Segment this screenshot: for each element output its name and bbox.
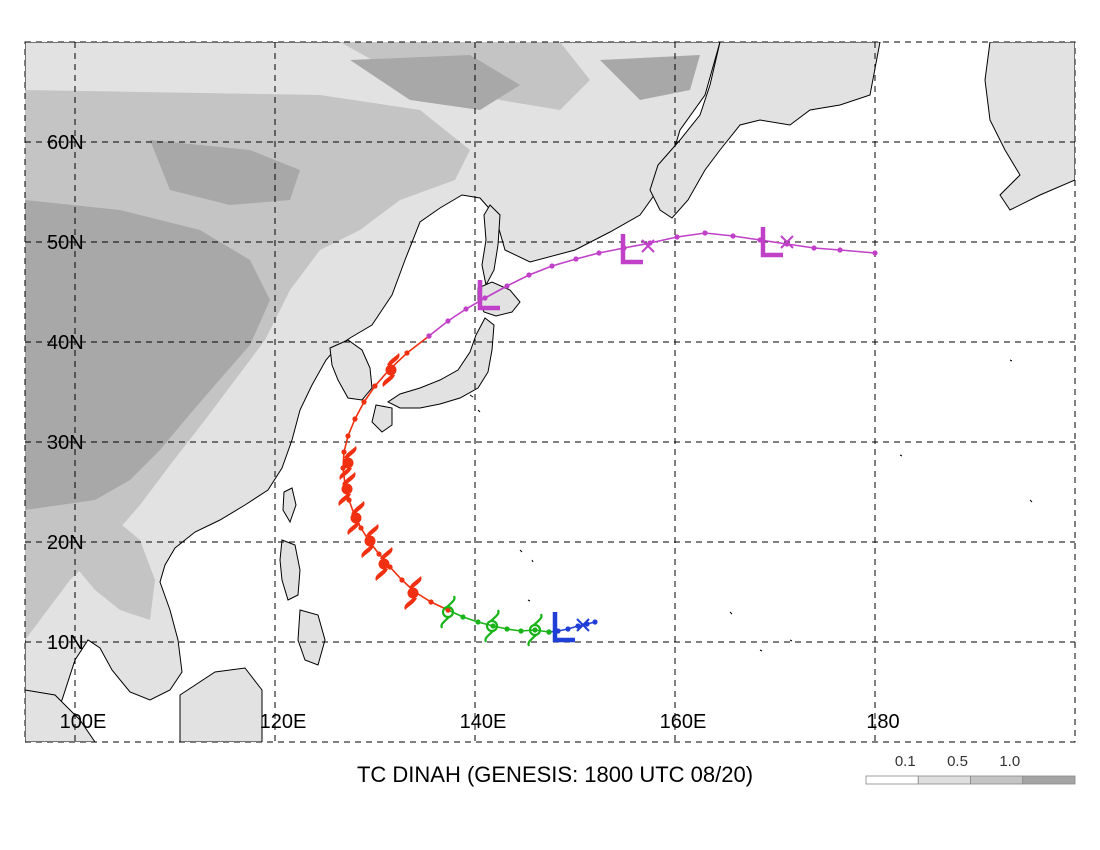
legend-label-1: 0.5 (947, 753, 968, 770)
landmass-indochina-shade (60, 515, 155, 620)
dissipation-x-icon (641, 239, 655, 253)
landmass-philippines (279, 539, 326, 666)
dissipation-x-icon (780, 235, 794, 249)
track-point-extratropical-11 (674, 234, 680, 240)
track-point-extratropical-12 (702, 230, 708, 236)
track-point-typhoon-1 (428, 599, 434, 605)
track-point-depression-0 (592, 619, 598, 625)
track-point-storm-3 (504, 626, 510, 632)
landmass-honshu (387, 317, 495, 409)
track-point-extratropical-1 (445, 318, 451, 324)
low-symbol-icon (477, 280, 500, 311)
legend-swatch-3 (1022, 775, 1076, 785)
track-point-storm-6 (460, 614, 466, 620)
track-point-depression-3 (565, 626, 571, 632)
track-point-typhoon-9 (346, 497, 352, 503)
typhoon-symbol-icon (375, 547, 393, 581)
lon-label-2: 140E (460, 711, 507, 733)
latitude-labels: 60N 50N 40N 30N 20N 10N (47, 132, 84, 654)
lat-label-0: 60N (47, 132, 84, 154)
tropical-storm-icon (484, 609, 500, 643)
track-point-extratropical-2 (463, 306, 469, 312)
track-point-extratropical-18 (872, 250, 878, 256)
lat-label-3: 30N (47, 432, 84, 454)
landmass-kyushu (371, 404, 393, 433)
storm-symbols (338, 227, 794, 647)
track-point-extratropical-0 (426, 333, 432, 339)
track-point-typhoon-0 (445, 607, 451, 613)
track-point-typhoon-15 (361, 399, 367, 405)
track-point-storm-2 (518, 628, 524, 634)
track-point-typhoon-12 (341, 449, 347, 455)
lat-label-2: 40N (47, 332, 84, 354)
typhoon-symbol-icon (347, 501, 365, 535)
track-point-typhoon-5 (376, 551, 382, 557)
track-point-extratropical-7 (573, 256, 579, 262)
dissipation-x-icon (576, 618, 590, 632)
landmass-taiwan (282, 487, 297, 524)
pacific-islands (469, 359, 1033, 652)
track-point-typhoon-16 (372, 383, 378, 389)
typhoon-symbol-icon (382, 353, 400, 387)
typhoon-symbol-icon (338, 472, 356, 506)
track-point-extratropical-16 (811, 245, 817, 251)
landmass-shade-dark-3 (350, 55, 520, 110)
legend-label-2: 1.0 (999, 753, 1020, 770)
track-point-typhoon-7 (358, 525, 364, 531)
track-point-extratropical-3 (482, 295, 488, 301)
low-symbol-icon (760, 227, 783, 258)
map-title: TC DINAH (GENESIS: 1800 UTC 08/20) (357, 762, 753, 787)
low-symbol-icon (552, 612, 575, 643)
map-border (24, 41, 1076, 743)
typhoon-symbol-icon (339, 446, 357, 480)
track-point-extratropical-5 (526, 272, 532, 278)
track-point-typhoon-14 (352, 416, 358, 422)
longitude-labels: 100E 120E 140E 160E 180 (60, 711, 900, 733)
track-point-storm-1 (532, 627, 538, 633)
legend-swatch-0 (865, 775, 919, 785)
grid (25, 42, 1075, 742)
legend-swatch-1 (917, 775, 971, 785)
landmass-korea (329, 339, 373, 401)
lat-label-5: 10N (47, 632, 84, 654)
shade-legend: 0.1 0.5 1.0 (865, 753, 1076, 785)
track-point-extratropical-8 (596, 250, 602, 256)
lon-label-3: 160E (660, 711, 707, 733)
track-point-typhoon-18 (404, 350, 410, 356)
lon-label-1: 120E (260, 711, 307, 733)
track-point-extratropical-13 (730, 233, 736, 239)
track-point-typhoon-3 (399, 577, 405, 583)
lat-label-1: 50N (47, 232, 84, 254)
track-point-storm-0 (546, 629, 552, 635)
typhoon-symbol-icon (404, 576, 422, 610)
landmass-malay (25, 689, 96, 742)
track-point-extratropical-4 (504, 283, 510, 289)
track-point-storm-4 (490, 623, 496, 629)
legend-swatch-2 (970, 775, 1024, 785)
lon-label-0: 100E (60, 711, 107, 733)
low-symbol-icon (620, 234, 643, 265)
track-point-storm-5 (475, 619, 481, 625)
lon-label-4: 180 (866, 711, 899, 733)
legend-label-0: 0.1 (895, 753, 916, 770)
typhoon-symbol-icon (361, 524, 379, 558)
track-point-extratropical-6 (549, 263, 555, 269)
landmass-kamchatka (649, 42, 881, 219)
landmass-alaska-west (984, 42, 1075, 211)
lat-label-4: 20N (47, 532, 84, 554)
tropical-storm-icon (527, 613, 543, 647)
landmass-shade-dark-2 (150, 140, 300, 205)
landmass-shade-dark (25, 200, 270, 510)
track-point-typhoon-13 (345, 433, 351, 439)
tropical-storm-icon (440, 595, 456, 629)
track-point-extratropical-17 (837, 247, 843, 253)
landmass-borneo (179, 667, 263, 742)
